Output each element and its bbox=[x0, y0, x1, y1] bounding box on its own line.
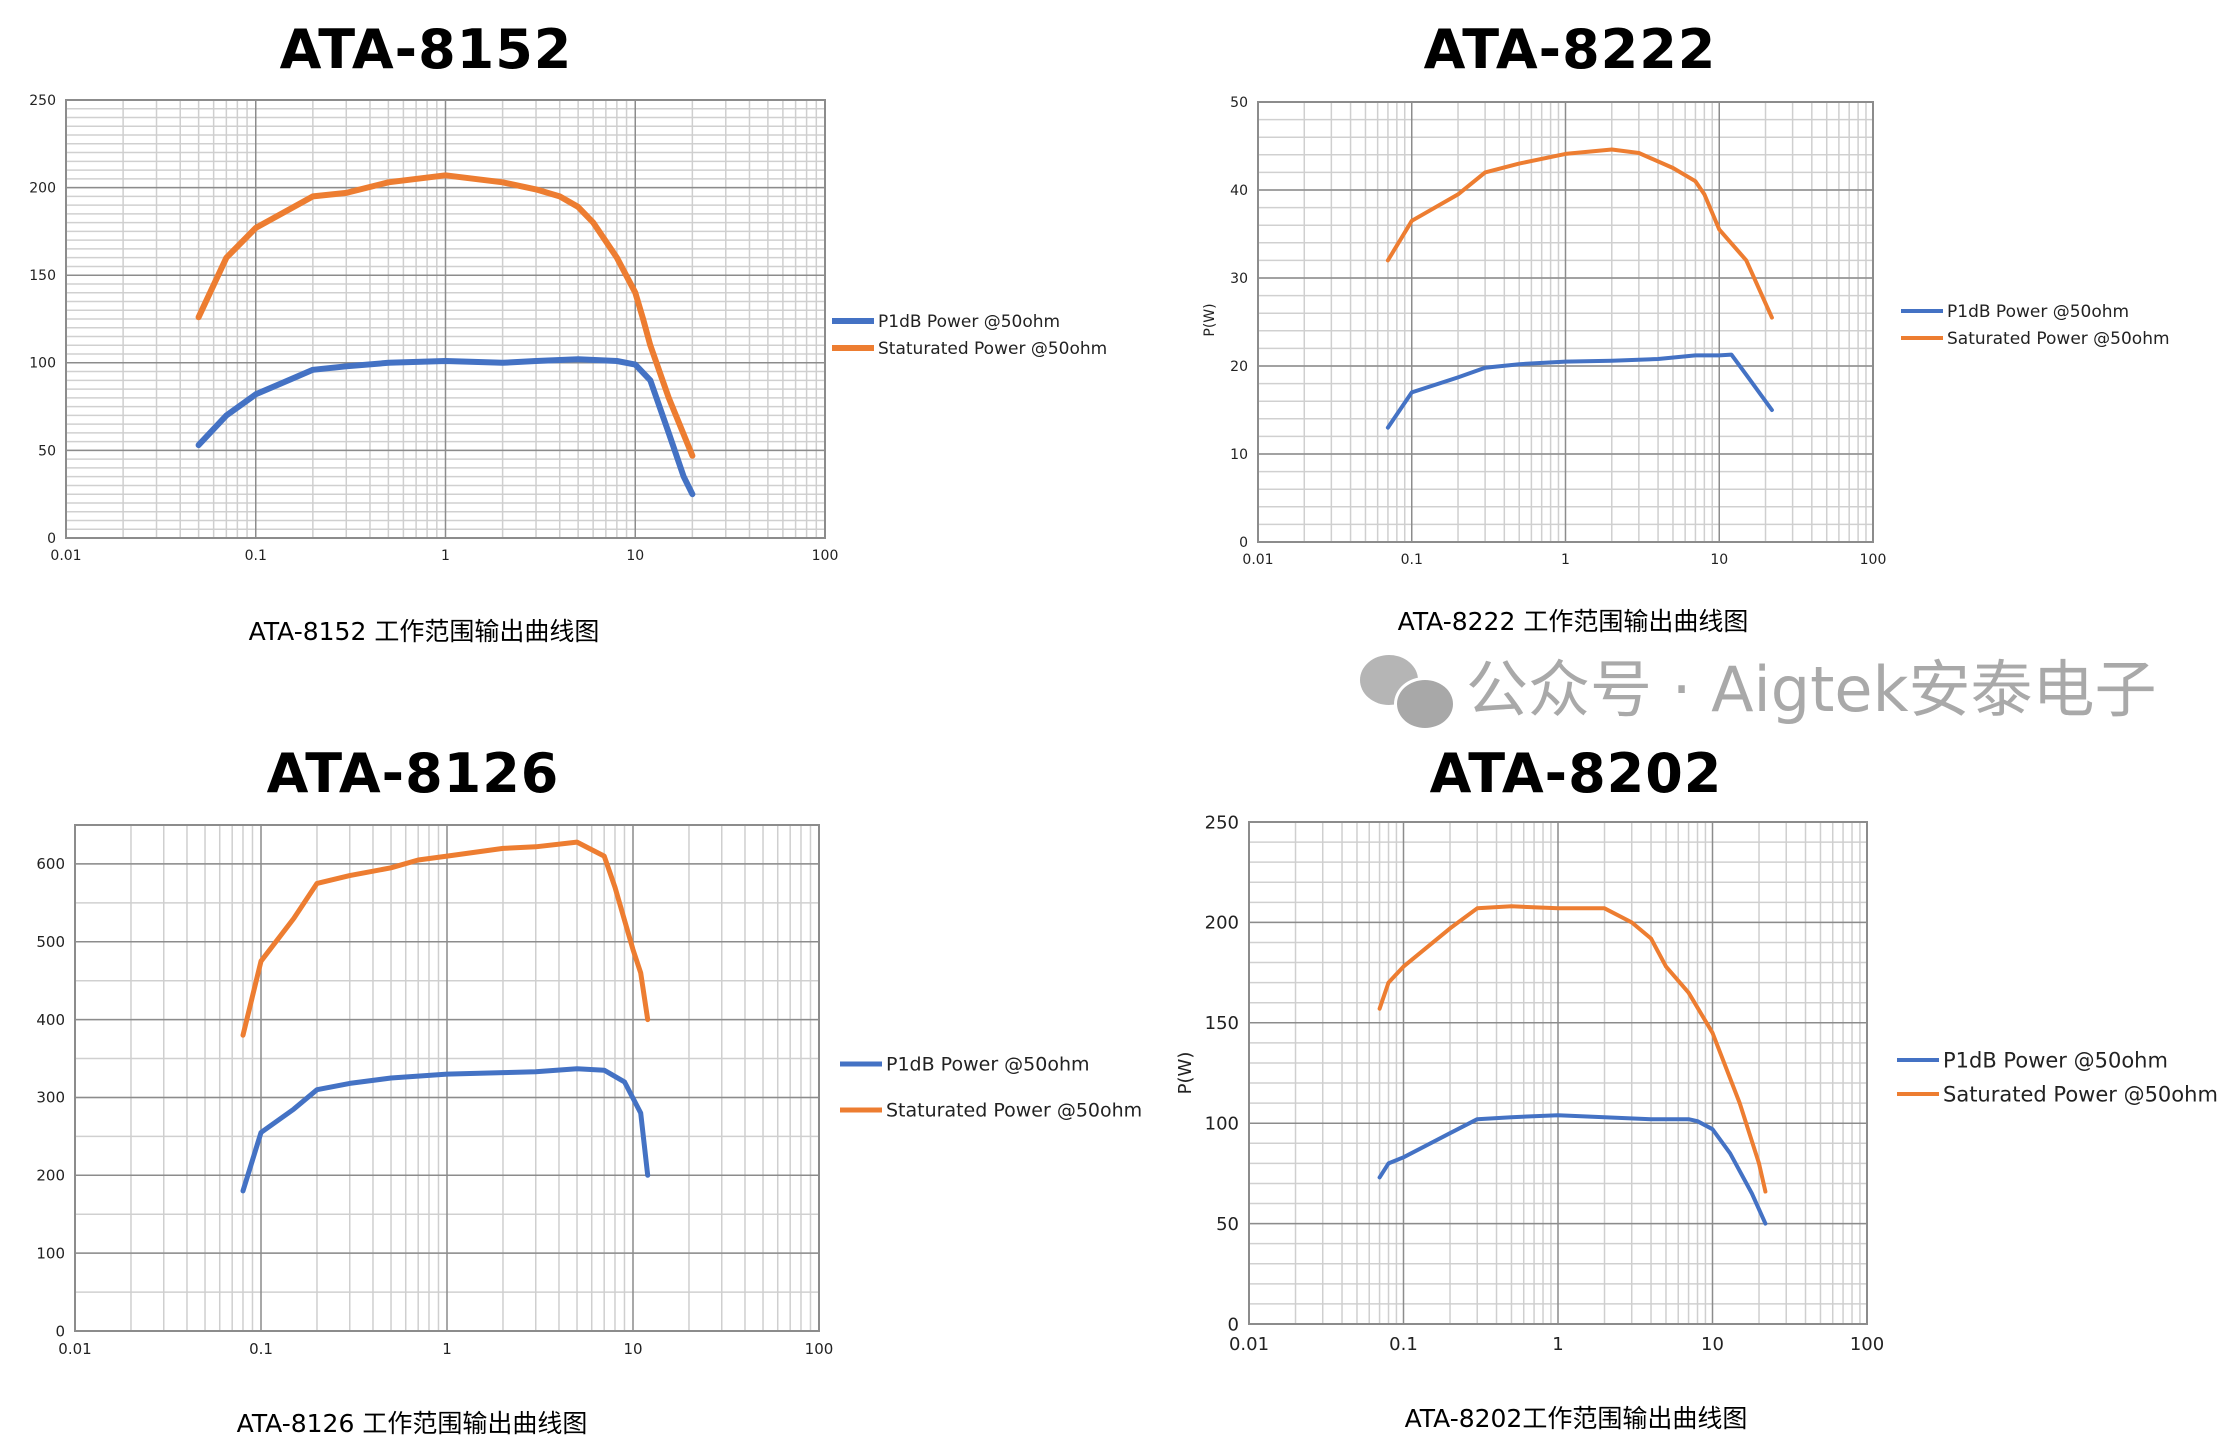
chart-title-ata-8126: ATA-8126 bbox=[266, 742, 560, 805]
x-tick-label: 100 bbox=[1850, 1334, 1884, 1355]
x-tick-label: 0.01 bbox=[50, 548, 81, 564]
y-tick-label: 150 bbox=[1205, 1013, 1239, 1034]
chart-title-ata-8222: ATA-8222 bbox=[1423, 18, 1717, 81]
y-tick-label: 50 bbox=[38, 443, 56, 459]
wechat-icon bbox=[1360, 655, 1456, 731]
y-tick-label: 250 bbox=[29, 93, 56, 109]
y-tick-label: 0 bbox=[1228, 1314, 1239, 1335]
x-tick-label: 1 bbox=[441, 548, 450, 564]
plot-area-border bbox=[1248, 821, 1868, 1325]
y-tick-label: 20 bbox=[1230, 359, 1248, 375]
x-tick-label: 10 bbox=[1701, 1334, 1724, 1355]
y-tick-label: 200 bbox=[1205, 913, 1239, 934]
legend-label: Saturated Power @50ohm bbox=[1947, 329, 2170, 349]
y-tick-label: 300 bbox=[36, 1089, 65, 1107]
series-line-saturated bbox=[195, 172, 696, 459]
series-line-saturated bbox=[1377, 904, 1768, 1194]
legend-label: Staturated Power @50ohm bbox=[878, 339, 1107, 359]
chart-title-ata-8152: ATA-8152 bbox=[279, 18, 573, 81]
series-line-p1db bbox=[1377, 1113, 1768, 1226]
legend-label: P1dB Power @50ohm bbox=[1943, 1048, 2168, 1072]
y-tick-label: 100 bbox=[36, 1244, 65, 1262]
series-line-saturated bbox=[240, 839, 651, 1038]
watermark: 公众号 · Aigtek安泰电子 bbox=[1360, 652, 2157, 731]
x-tick-label: 100 bbox=[1860, 552, 1887, 568]
chart-caption-ata-8126: ATA-8126 工作范围输出曲线图 bbox=[236, 1409, 588, 1438]
plot-area-border bbox=[1257, 101, 1874, 543]
x-tick-label: 0.1 bbox=[245, 548, 267, 564]
x-tick-label: 1 bbox=[442, 1340, 452, 1358]
x-tick-label: 0.1 bbox=[249, 1340, 273, 1358]
x-tick-label: 1 bbox=[1552, 1334, 1563, 1355]
y-tick-label: 100 bbox=[29, 356, 56, 372]
y-axis-label: P(W) bbox=[1202, 303, 1218, 336]
y-tick-label: 0 bbox=[47, 531, 56, 547]
plot-area-border bbox=[65, 99, 826, 539]
chart-caption-ata-8152: ATA-8152 工作范围输出曲线图 bbox=[248, 617, 600, 646]
series-line-p1db bbox=[1385, 352, 1774, 430]
series-line-p1db bbox=[195, 356, 696, 498]
y-tick-label: 50 bbox=[1230, 95, 1248, 111]
x-tick-label: 0.1 bbox=[1401, 552, 1423, 568]
x-tick-label: 0.01 bbox=[58, 1340, 91, 1358]
y-tick-label: 10 bbox=[1230, 447, 1248, 463]
x-tick-label: 0.1 bbox=[1389, 1334, 1418, 1355]
x-tick-label: 10 bbox=[626, 548, 644, 564]
y-axis-label: P(W) bbox=[1175, 1052, 1196, 1095]
y-tick-label: 200 bbox=[36, 1167, 65, 1185]
series-line-saturated bbox=[1385, 147, 1774, 320]
y-tick-label: 150 bbox=[29, 268, 56, 284]
x-tick-label: 0.01 bbox=[1229, 1334, 1269, 1355]
legend-label: P1dB Power @50ohm bbox=[886, 1054, 1090, 1076]
legend-label: Saturated Power @50ohm bbox=[1943, 1082, 2218, 1106]
series-line-p1db bbox=[240, 1066, 651, 1194]
chart-caption-ata-8202: ATA-8202工作范围输出曲线图 bbox=[1404, 1404, 1748, 1433]
y-tick-label: 100 bbox=[1205, 1114, 1239, 1135]
y-tick-label: 0 bbox=[55, 1322, 65, 1340]
y-tick-label: 400 bbox=[36, 1011, 65, 1029]
x-tick-label: 100 bbox=[805, 1340, 834, 1358]
x-tick-label: 1 bbox=[1561, 552, 1570, 568]
chart-caption-ata-8222: ATA-8222 工作范围输出曲线图 bbox=[1397, 607, 1749, 636]
y-tick-label: 600 bbox=[36, 855, 65, 873]
y-tick-label: 200 bbox=[29, 181, 56, 197]
legend-label: Staturated Power @50ohm bbox=[886, 1100, 1142, 1122]
y-tick-label: 250 bbox=[1205, 812, 1239, 833]
y-tick-label: 40 bbox=[1230, 183, 1248, 199]
y-tick-label: 30 bbox=[1230, 271, 1248, 287]
y-tick-label: 0 bbox=[1239, 535, 1248, 551]
legend-label: P1dB Power @50ohm bbox=[878, 312, 1060, 332]
x-tick-label: 0.01 bbox=[1242, 552, 1273, 568]
x-tick-label: 10 bbox=[1710, 552, 1728, 568]
x-tick-label: 10 bbox=[623, 1340, 642, 1358]
legend-label: P1dB Power @50ohm bbox=[1947, 302, 2129, 322]
plot-area-border bbox=[74, 824, 820, 1332]
chart-title-ata-8202: ATA-8202 bbox=[1429, 742, 1723, 805]
y-tick-label: 500 bbox=[36, 933, 65, 951]
y-tick-label: 50 bbox=[1216, 1214, 1239, 1235]
watermark-text: 公众号 · Aigtek安泰电子 bbox=[1466, 653, 2157, 726]
x-tick-label: 100 bbox=[812, 548, 839, 564]
